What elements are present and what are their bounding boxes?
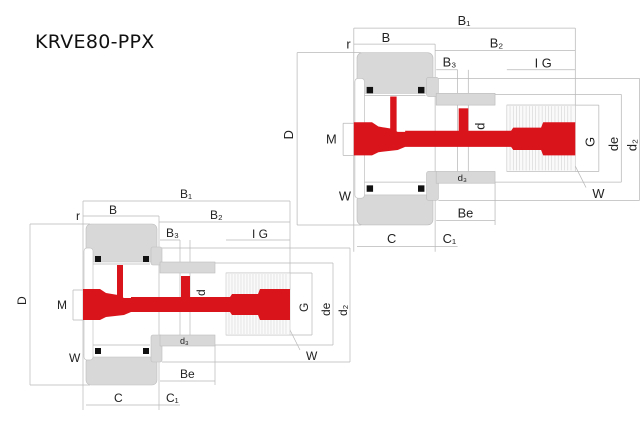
label-Be: Be bbox=[458, 205, 474, 220]
cam-follower-section-view-top: B₁ B r B₂ B₃ I G D M W d d₃ G de d₂ W Be… bbox=[281, 13, 640, 252]
dimension-lines bbox=[296, 27, 640, 252]
eccentric-collar-top bbox=[159, 261, 216, 274]
eccentric-collar-bottom bbox=[435, 171, 496, 184]
seal bbox=[95, 256, 101, 262]
product-title: KRVE80-PPX bbox=[35, 31, 155, 53]
outer-ring-bottom bbox=[356, 194, 434, 226]
dimension-labels: B₁ B r B₂ B₃ I G D M W d d₃ G de d₂ W Be… bbox=[281, 13, 639, 246]
seal bbox=[366, 185, 374, 192]
label-D: D bbox=[15, 296, 29, 305]
outer-ring-top bbox=[356, 52, 434, 94]
flange-top bbox=[426, 76, 439, 97]
label-B3: B₃ bbox=[443, 55, 457, 70]
dimension-lines bbox=[29, 200, 351, 410]
label-B3: B₃ bbox=[166, 226, 179, 240]
label-W: W bbox=[339, 188, 352, 203]
label-de: de bbox=[606, 137, 621, 151]
label-d3: d₃ bbox=[180, 336, 189, 346]
outer-ring-bottom bbox=[85, 356, 158, 386]
label-B1: B₁ bbox=[458, 13, 471, 28]
label-B: B bbox=[109, 203, 117, 217]
label-d: d bbox=[194, 289, 208, 296]
label-W: W bbox=[69, 351, 81, 365]
seal bbox=[418, 185, 425, 192]
seal bbox=[366, 86, 374, 94]
label-C: C bbox=[387, 231, 396, 246]
label-W: W bbox=[306, 349, 318, 363]
label-Be: Be bbox=[180, 367, 195, 381]
seal bbox=[143, 256, 149, 262]
label-G: G bbox=[583, 137, 598, 147]
label-B: B bbox=[382, 30, 391, 45]
eccentric-collar-top bbox=[435, 93, 496, 106]
label-d2: d₂ bbox=[624, 139, 639, 151]
label-M: M bbox=[326, 132, 337, 147]
label-d: d bbox=[472, 123, 487, 130]
label-r: r bbox=[76, 209, 80, 223]
stud-lubrication-channel bbox=[353, 96, 576, 156]
label-M: M bbox=[57, 298, 67, 312]
label-IG: I G bbox=[535, 56, 552, 71]
flange-top bbox=[150, 246, 163, 266]
label-D: D bbox=[281, 130, 296, 139]
seal bbox=[143, 348, 149, 354]
label-W: W bbox=[592, 186, 605, 201]
label-G: G bbox=[297, 303, 311, 312]
seal bbox=[418, 86, 425, 94]
label-B2: B₂ bbox=[210, 208, 223, 222]
cam-follower-section-view: B₁ B r B₂ B₃ I G D M W d d₃ G de d₂ W Be… bbox=[15, 187, 351, 410]
flange-bottom bbox=[426, 171, 439, 201]
stud-lubrication-channel bbox=[83, 265, 290, 320]
label-C1: C₁ bbox=[443, 231, 457, 246]
label-d3: d₃ bbox=[458, 173, 467, 184]
flange-bottom bbox=[150, 334, 163, 363]
seal bbox=[95, 348, 101, 354]
label-de: de bbox=[319, 302, 333, 316]
label-r: r bbox=[346, 36, 351, 51]
outer-ring-top bbox=[85, 223, 158, 263]
label-d2: d₂ bbox=[336, 304, 350, 316]
eccentric-collar-bottom bbox=[159, 334, 216, 347]
label-C1: C₁ bbox=[166, 391, 179, 405]
label-C: C bbox=[114, 391, 123, 405]
label-B1: B₁ bbox=[180, 187, 192, 201]
label-B2: B₂ bbox=[490, 35, 504, 50]
dimension-labels: B₁ B r B₂ B₃ I G D M W d d₃ G de d₂ W Be… bbox=[15, 187, 350, 405]
label-IG: I G bbox=[252, 227, 268, 241]
